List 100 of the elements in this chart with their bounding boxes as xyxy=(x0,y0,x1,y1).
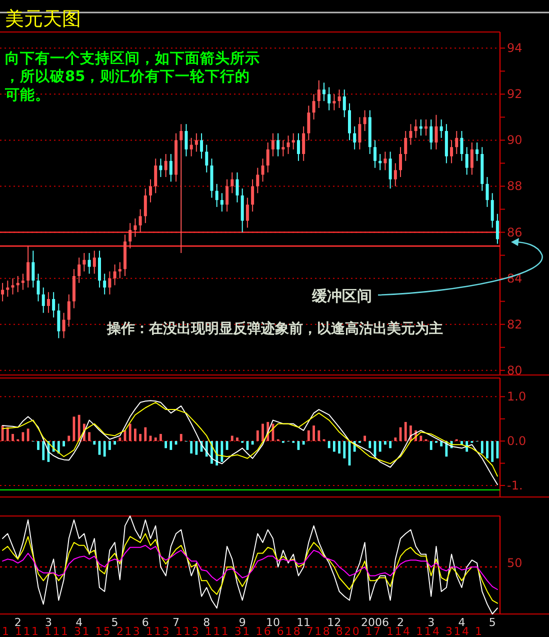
candlestick xyxy=(348,102,351,141)
annotation: 缓冲区间 xyxy=(311,287,372,305)
candlestick xyxy=(317,80,320,108)
bar xyxy=(251,441,254,445)
candlestick xyxy=(113,264,116,286)
candlestick xyxy=(328,86,331,111)
bar xyxy=(384,441,386,445)
bar xyxy=(343,441,346,458)
bar xyxy=(256,430,259,442)
bar xyxy=(236,438,238,442)
bar xyxy=(491,441,494,462)
bar xyxy=(6,427,9,442)
candlestick xyxy=(52,292,56,318)
candlestick xyxy=(108,270,112,295)
candlestick xyxy=(6,280,10,298)
candlestick xyxy=(440,118,443,138)
candlestick xyxy=(36,273,40,302)
bar xyxy=(114,441,116,445)
bar xyxy=(12,434,14,442)
candlestick xyxy=(450,140,454,164)
candlestick xyxy=(194,132,198,152)
bar xyxy=(318,430,320,442)
annotation: 向下有一个支持区间，如下面箭头所示，所以破85，则汇价有下一轮下行的可能。 xyxy=(4,50,260,104)
y-tick-label: 94 xyxy=(507,41,522,56)
candlestick xyxy=(144,188,147,224)
bar xyxy=(37,441,40,450)
bar xyxy=(128,424,132,442)
candlestick xyxy=(180,124,183,254)
bar xyxy=(134,428,136,442)
bar xyxy=(496,441,499,458)
candlestick xyxy=(490,192,494,228)
candlestick xyxy=(134,218,137,238)
y-tick-label: 92 xyxy=(507,87,522,102)
candlestick xyxy=(460,130,464,162)
bar xyxy=(480,441,484,454)
bar xyxy=(420,436,422,442)
candlestick xyxy=(312,94,316,120)
candlestick xyxy=(62,312,66,339)
candlestick xyxy=(67,294,70,328)
candlestick xyxy=(286,135,290,155)
chart-title: 美元天图 xyxy=(5,8,81,30)
candlestick xyxy=(42,287,45,314)
candlestick xyxy=(169,154,172,182)
bar xyxy=(307,430,310,442)
candlestick xyxy=(338,89,341,108)
candlestick xyxy=(307,105,310,141)
bar xyxy=(93,441,96,445)
bar xyxy=(78,414,80,442)
bar xyxy=(230,436,234,442)
annotation: 操作：在没出现明显反弹迹象前，以逢高沽出美元为主 xyxy=(106,320,443,337)
candlestick xyxy=(322,82,326,102)
candlestick xyxy=(164,154,168,178)
y-tick-label: 82 xyxy=(507,317,522,332)
bar xyxy=(118,438,122,442)
candlestick xyxy=(154,158,158,194)
candlestick xyxy=(251,178,254,212)
bar xyxy=(160,434,162,442)
bar xyxy=(404,422,407,442)
y-tick-label: 90 xyxy=(507,133,522,148)
candlestick xyxy=(476,142,479,162)
bar xyxy=(262,424,264,442)
candlestick xyxy=(103,273,106,295)
candlestick xyxy=(261,158,264,182)
candlestick xyxy=(78,257,81,284)
bar xyxy=(154,438,157,442)
y-tick-label: 86 xyxy=(507,225,522,240)
bar xyxy=(328,441,330,448)
candlestick xyxy=(296,132,300,162)
candlestick xyxy=(363,110,366,132)
candlestick xyxy=(11,278,14,295)
bar xyxy=(1,426,4,442)
candlestick xyxy=(470,142,474,176)
bar xyxy=(312,426,315,442)
candlestick xyxy=(82,252,86,272)
candlestick xyxy=(149,178,152,203)
bar xyxy=(164,441,168,448)
bar xyxy=(302,441,305,445)
bar xyxy=(378,441,382,452)
candlestick xyxy=(496,213,499,244)
y-tick-label: 0.0 xyxy=(507,434,526,448)
candlestick xyxy=(220,192,224,212)
candlestick xyxy=(159,158,162,178)
bar xyxy=(195,441,198,455)
y-tick-label: 88 xyxy=(507,179,522,194)
bar xyxy=(332,441,336,452)
candlestick xyxy=(384,151,387,171)
x-tick-label: 5 xyxy=(488,616,496,629)
bar xyxy=(139,434,142,442)
bar xyxy=(57,441,60,454)
candlestick xyxy=(455,130,458,155)
bar xyxy=(42,441,45,460)
candlestick xyxy=(26,246,30,288)
candlestick xyxy=(266,142,270,173)
text: 50 xyxy=(507,556,522,570)
candlestick xyxy=(353,126,356,150)
bar xyxy=(144,427,147,442)
candlestick xyxy=(236,172,239,203)
bar xyxy=(460,441,463,445)
bar xyxy=(108,441,111,450)
candlestick xyxy=(404,130,408,162)
